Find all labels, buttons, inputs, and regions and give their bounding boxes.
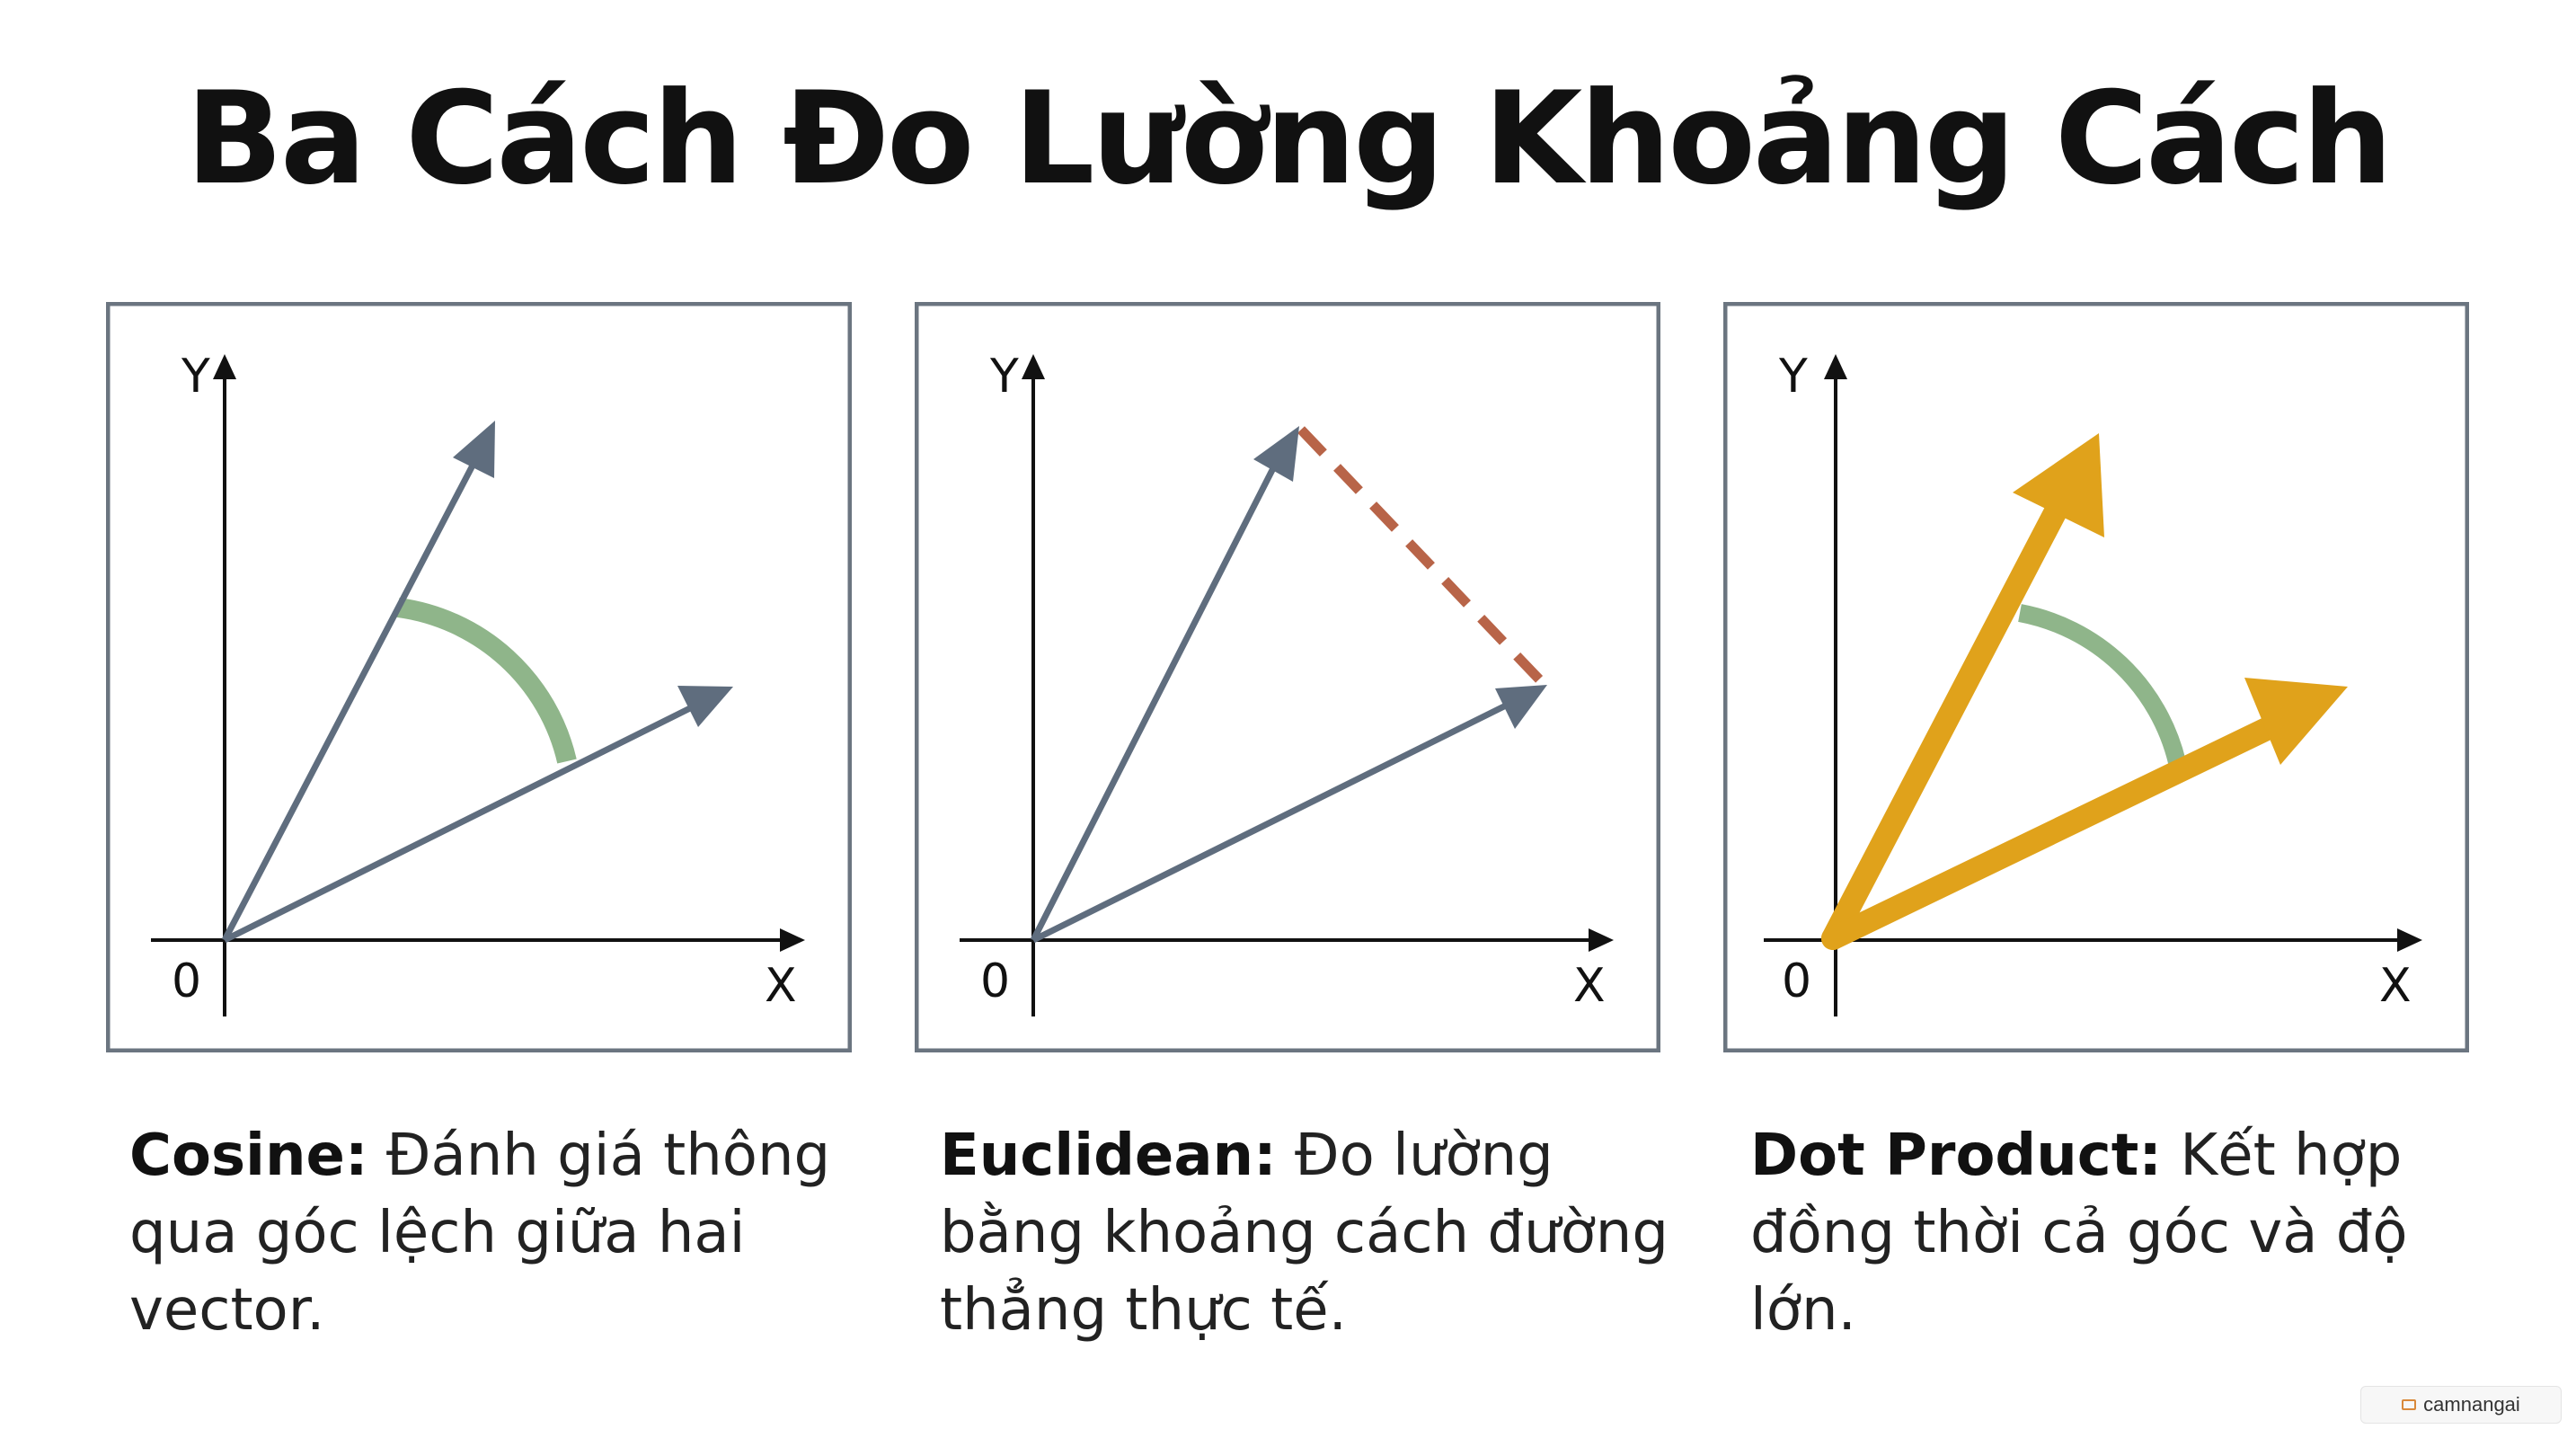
vector-a bbox=[221, 460, 478, 942]
dot-product-caption-text: Kết hợp đồng thời cả góc và độ lớn. bbox=[1750, 1123, 2408, 1344]
page-title: Ba Cách Đo Lường Khoảng Cách bbox=[185, 65, 2394, 213]
y-axis-label: Y bbox=[1778, 350, 1808, 404]
vector-b-arrowhead bbox=[677, 686, 733, 727]
x-axis-label: X bbox=[765, 959, 797, 1013]
vector-b-arrowhead bbox=[2244, 678, 2348, 765]
dot-product-diagram-svg: Y X 0 bbox=[1723, 302, 2469, 1052]
vector-a-arrowhead bbox=[2013, 433, 2104, 537]
x-axis-label: X bbox=[1573, 959, 1606, 1013]
cosine-caption-term: Cosine: bbox=[129, 1123, 368, 1189]
origin-label: 0 bbox=[980, 954, 1010, 1008]
x-axis-arrowhead bbox=[780, 928, 805, 952]
distance-dashed-line bbox=[1297, 426, 1547, 688]
x-axis-arrowhead bbox=[2397, 928, 2422, 952]
y-axis-label: Y bbox=[989, 350, 1019, 404]
cosine-caption-text: Đánh giá thông qua góc lệch giữa hai vec… bbox=[129, 1123, 831, 1344]
vector-b bbox=[223, 705, 692, 944]
cosine-caption: Cosine: Đánh giá thông qua góc lệch giữa… bbox=[129, 1117, 902, 1349]
dot-product-caption-term: Dot Product: bbox=[1750, 1123, 2162, 1189]
vector-a-arrowhead bbox=[453, 421, 495, 478]
dot-product-caption: Dot Product: Kết hợp đồng thời cả góc và… bbox=[1750, 1117, 2523, 1349]
cosine-diagram: Y X 0 bbox=[106, 302, 852, 1052]
euclidean-caption: Euclidean: Đo lường bằng khoảng cách đườ… bbox=[940, 1117, 1713, 1349]
euclidean-caption-term: Euclidean: bbox=[940, 1123, 1277, 1189]
euclidean-diagram-svg: Y X 0 bbox=[915, 302, 1660, 1052]
euclidean-diagram: Y X 0 bbox=[915, 302, 1660, 1052]
origin-label: 0 bbox=[1782, 954, 1811, 1008]
y-axis-arrowhead bbox=[1824, 354, 1847, 379]
y-axis-arrowhead bbox=[213, 354, 236, 379]
vector-a-arrowhead bbox=[1253, 426, 1299, 482]
x-axis-label: X bbox=[2379, 959, 2412, 1013]
vector-a bbox=[1030, 465, 1278, 942]
dot-product-diagram: Y X 0 bbox=[1723, 302, 2469, 1052]
angle-arc bbox=[396, 598, 577, 764]
y-axis-arrowhead bbox=[1022, 354, 1045, 379]
watermark-text: camnangai bbox=[2423, 1393, 2520, 1416]
origin-label: 0 bbox=[172, 954, 201, 1008]
book-icon bbox=[2402, 1399, 2417, 1410]
vector-a-thick bbox=[1821, 477, 2079, 950]
watermark-badge: camnangai bbox=[2360, 1386, 2562, 1424]
y-axis-label: Y bbox=[181, 350, 210, 404]
vector-b-thick bbox=[1821, 713, 2288, 950]
cosine-diagram-svg: Y X 0 bbox=[106, 302, 852, 1052]
vector-b bbox=[1031, 696, 1520, 944]
angle-arc bbox=[2018, 604, 2186, 765]
vector-b-arrowhead bbox=[1495, 685, 1547, 729]
x-axis-arrowhead bbox=[1589, 928, 1614, 952]
euclidean-caption-text: Đo lường bằng khoảng cách đường thẳng th… bbox=[940, 1123, 1669, 1344]
